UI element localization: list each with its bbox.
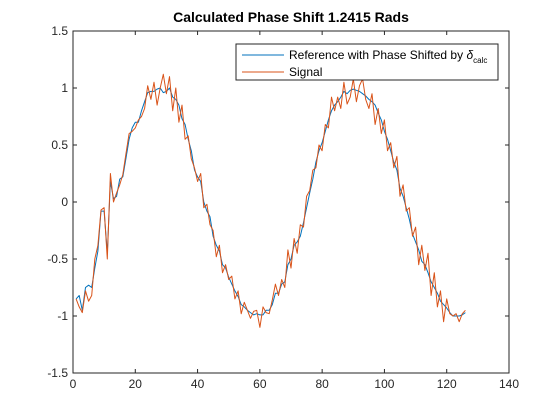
x-tick-label: 120 [437, 377, 457, 391]
legend-box [235, 43, 499, 81]
x-tick-label: 80 [315, 377, 329, 391]
y-tick-label: 0 [61, 195, 68, 209]
legend-label-reference-main: Reference with Phase Shifted by [289, 48, 466, 62]
y-tick-label: -1.5 [47, 366, 68, 380]
legend: Reference with Phase Shifted by δcalc Si… [235, 43, 499, 81]
x-tick-label: 0 [70, 377, 77, 391]
y-tick-label: -0.5 [47, 252, 68, 266]
x-tick-label: 20 [129, 377, 143, 391]
x-tick-label: 60 [253, 377, 267, 391]
chart-title: Calculated Phase Shift 1.2415 Rads [173, 9, 409, 25]
series-line-signal [75, 73, 466, 328]
y-tick-label: 0.5 [51, 138, 68, 152]
legend-label-signal: Signal [289, 65, 322, 79]
y-tick-label: 1 [61, 81, 68, 95]
y-tick-label: -1 [57, 309, 68, 323]
legend-label-reference-symbol: δ [466, 48, 473, 62]
legend-label-reference: Reference with Phase Shifted by δcalc [289, 48, 487, 65]
x-tick-label: 140 [499, 377, 519, 391]
legend-label-reference-subscript: calc [473, 56, 487, 65]
y-tick-label: 1.5 [51, 24, 68, 38]
x-tick-label: 40 [191, 377, 205, 391]
ticks-layer: 0 20 40 60 80 100 120 140 -1.5 -1 -0.5 0 0.5 1 1.5 [47, 24, 519, 391]
plot-background [73, 31, 509, 373]
series-layer [75, 73, 466, 328]
x-tick-label: 100 [374, 377, 394, 391]
